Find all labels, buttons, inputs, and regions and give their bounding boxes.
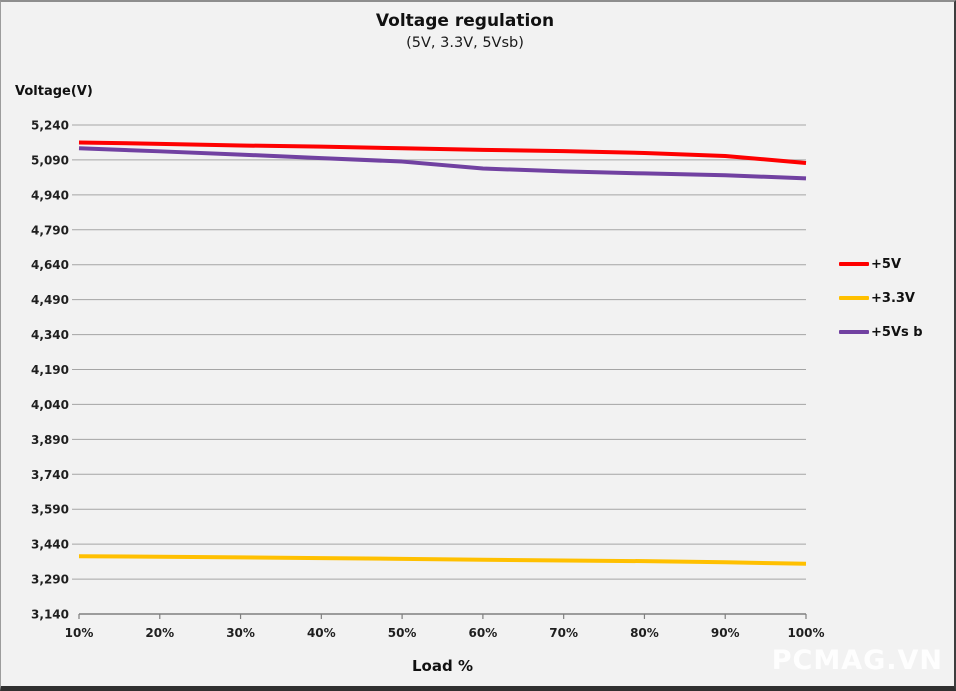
- svg-text:100%: 100%: [787, 626, 824, 640]
- svg-text:3,140: 3,140: [31, 608, 69, 622]
- svg-text:3,740: 3,740: [31, 468, 69, 482]
- x-axis-title: Load %: [412, 657, 473, 675]
- chart-subtitle: (5V, 3.3V, 5Vsb): [406, 35, 524, 52]
- svg-text:3,290: 3,290: [31, 573, 69, 587]
- svg-text:3,440: 3,440: [31, 538, 69, 552]
- legend-swatch-3-3v: [839, 296, 869, 300]
- chart-title: Voltage regulation: [375, 11, 555, 31]
- legend-label-3-3v: +3.3V: [871, 290, 915, 306]
- svg-text:90%: 90%: [711, 626, 740, 640]
- legend-label-5v: +5V: [871, 256, 901, 272]
- svg-text:5,240: 5,240: [31, 119, 69, 133]
- chart-legend: +5V +3.3V +5Vs b: [839, 253, 949, 355]
- svg-text:4,640: 4,640: [31, 258, 69, 272]
- chart-header: Voltage regulation (5V, 3.3V, 5Vsb): [1, 11, 929, 52]
- svg-text:5,090: 5,090: [31, 153, 69, 167]
- svg-text:4,940: 4,940: [31, 188, 69, 202]
- svg-text:50%: 50%: [388, 626, 417, 640]
- svg-text:30%: 30%: [226, 626, 255, 640]
- svg-text:20%: 20%: [145, 626, 174, 640]
- svg-text:3,890: 3,890: [31, 433, 69, 447]
- svg-text:4,340: 4,340: [31, 328, 69, 342]
- svg-text:4,790: 4,790: [31, 223, 69, 237]
- svg-text:10%: 10%: [65, 626, 94, 640]
- watermark-pcmag: PCMAG.VN: [771, 645, 943, 676]
- svg-text:40%: 40%: [307, 626, 336, 640]
- legend-swatch-5v: [839, 262, 869, 266]
- svg-text:80%: 80%: [630, 626, 659, 640]
- svg-text:4,490: 4,490: [31, 293, 69, 307]
- svg-text:4,040: 4,040: [31, 398, 69, 412]
- legend-label-5vsb: +5Vs b: [871, 324, 923, 340]
- svg-text:4,190: 4,190: [31, 363, 69, 377]
- y-axis-title: Voltage(V): [15, 84, 93, 99]
- legend-swatch-5vsb: [839, 330, 869, 334]
- legend-item-3-3v: +3.3V: [839, 287, 949, 309]
- legend-item-5v: +5V: [839, 253, 949, 275]
- legend-item-5vsb: +5Vs b: [839, 321, 949, 343]
- svg-text:3,590: 3,590: [31, 503, 69, 517]
- svg-text:70%: 70%: [549, 626, 578, 640]
- svg-text:60%: 60%: [469, 626, 498, 640]
